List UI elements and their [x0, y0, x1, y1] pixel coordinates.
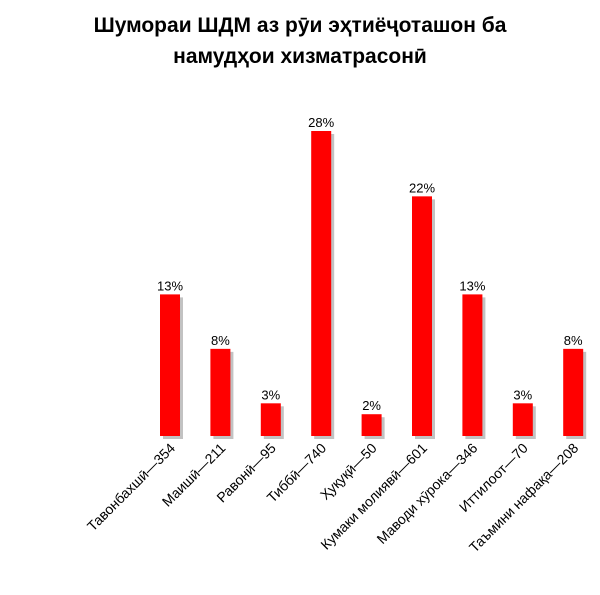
- x-axis-tick-labels: Тавонбахшӣ—354Маишӣ—211Равонӣ—95Тиббӣ—74…: [84, 440, 582, 556]
- bar: [462, 294, 483, 436]
- chart-title-line-1: Шумораи ШДМ аз рӯи эҳтиёҷоташон ба: [94, 14, 507, 37]
- data-label: 13%: [459, 278, 485, 293]
- data-labels: 13% 8% 3% 28% 2% 22% 13% 3% 8%: [157, 115, 583, 413]
- bar-series: [160, 131, 587, 439]
- bar: [412, 196, 432, 436]
- bar: [512, 403, 533, 436]
- bar: [311, 131, 332, 436]
- data-label: 2%: [362, 398, 381, 413]
- bar: [260, 403, 281, 436]
- data-label: 3%: [261, 387, 280, 402]
- data-label: 3%: [513, 387, 532, 402]
- data-label: 22%: [409, 180, 435, 195]
- bar: [361, 414, 382, 436]
- x-tick-label: Маводи хӯрока—346: [373, 440, 480, 547]
- data-label: 8%: [564, 333, 583, 348]
- bar: [160, 294, 180, 436]
- data-label: 13%: [157, 278, 183, 293]
- x-tick-label: Тавонбахшӣ—354: [84, 440, 178, 534]
- chart-title-line-2: намудҳои хизматрасонӣ: [173, 45, 427, 68]
- data-label: 8%: [211, 333, 230, 348]
- data-label: 28%: [308, 115, 334, 130]
- bar: [563, 348, 584, 436]
- chart-title: Шумораи ШДМ аз рӯи эҳтиёҷоташон ба намуд…: [94, 14, 507, 68]
- bar: [210, 348, 231, 436]
